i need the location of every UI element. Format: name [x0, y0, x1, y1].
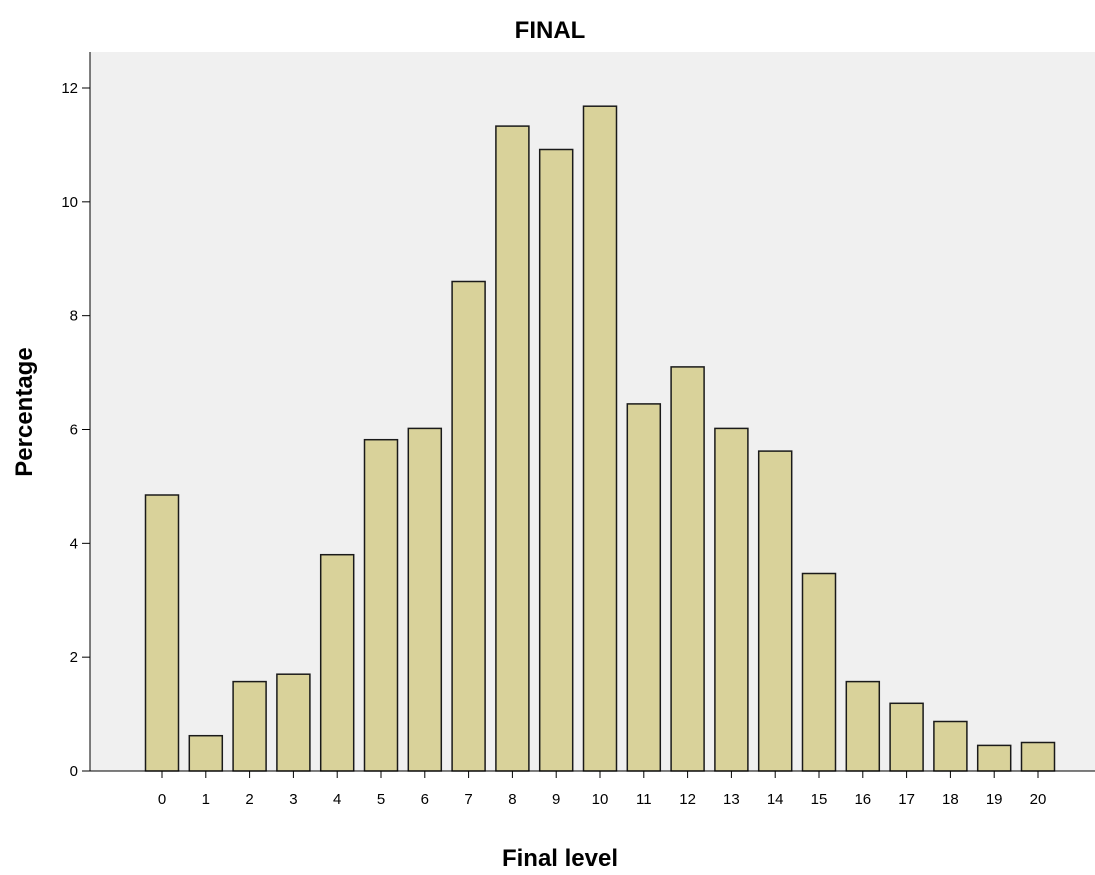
x-tick-label-18: 18 [942, 791, 959, 808]
x-axis-title: Final level [502, 845, 618, 870]
y-tick-label-10: 10 [61, 194, 78, 211]
x-tick-label-13: 13 [723, 791, 740, 808]
y-axis-title: Percentage [11, 347, 38, 476]
bar-18 [933, 720, 968, 772]
x-tick-label-3: 3 [289, 791, 297, 808]
x-ticks: 0 1 2 3 4 5 6 7 8 9 10 11 12 13 14 15 16 17 18 19 20 [158, 771, 1047, 808]
x-tick-label-19: 19 [986, 791, 1003, 808]
y-tick-label-8: 8 [70, 308, 78, 325]
bar-12 [670, 366, 705, 772]
x-tick-label-11: 11 [636, 791, 652, 808]
y-tick-label-12: 12 [61, 80, 78, 97]
x-tick-label-20: 20 [1030, 791, 1047, 808]
x-tick-label-12: 12 [679, 791, 696, 808]
bar-6 [407, 427, 443, 772]
x-tick-label-17: 17 [898, 791, 915, 808]
bar-16 [845, 680, 881, 772]
bar-11 [626, 403, 662, 772]
x-tick-label-9: 9 [552, 791, 560, 808]
y-tick-label-6: 6 [70, 422, 78, 439]
bar-4 [319, 553, 355, 772]
bar-8 [495, 125, 530, 772]
x-tick-label-8: 8 [508, 791, 516, 808]
bar-14 [757, 450, 793, 772]
x-tick-label-16: 16 [854, 791, 871, 808]
bar-7 [451, 280, 486, 772]
bar-20 [1020, 741, 1056, 772]
x-tick-label-10: 10 [592, 791, 609, 808]
bar-9 [538, 148, 574, 772]
x-tick-label-2: 2 [245, 791, 253, 808]
x-tick-label-6: 6 [421, 791, 429, 808]
bar-3 [276, 673, 311, 772]
x-tick-label-7: 7 [464, 791, 472, 808]
chart-title: FINAL [515, 17, 586, 44]
x-tick-label-0: 0 [158, 791, 166, 808]
bar-5 [363, 438, 399, 772]
bar-15 [801, 572, 837, 772]
x-tick-label-5: 5 [377, 791, 385, 808]
y-tick-label-0: 0 [70, 763, 78, 780]
x-tick-label-4: 4 [333, 791, 341, 808]
x-tick-label-14: 14 [767, 791, 784, 808]
bar-13 [714, 427, 749, 772]
y-tick-label-4: 4 [70, 535, 78, 552]
bar-19 [976, 744, 1012, 772]
bar-17 [889, 702, 924, 772]
bars-layer [144, 105, 1056, 772]
bar-10 [582, 105, 618, 772]
y-tick-label-2: 2 [70, 649, 78, 666]
bar-0 [144, 494, 180, 772]
x-tick-label-1: 1 [202, 791, 210, 808]
bar-1 [188, 734, 224, 772]
x-tick-label-15: 15 [811, 791, 828, 808]
y-ticks: 0 2 4 6 8 10 12 [61, 80, 90, 780]
bar-2 [232, 680, 267, 772]
